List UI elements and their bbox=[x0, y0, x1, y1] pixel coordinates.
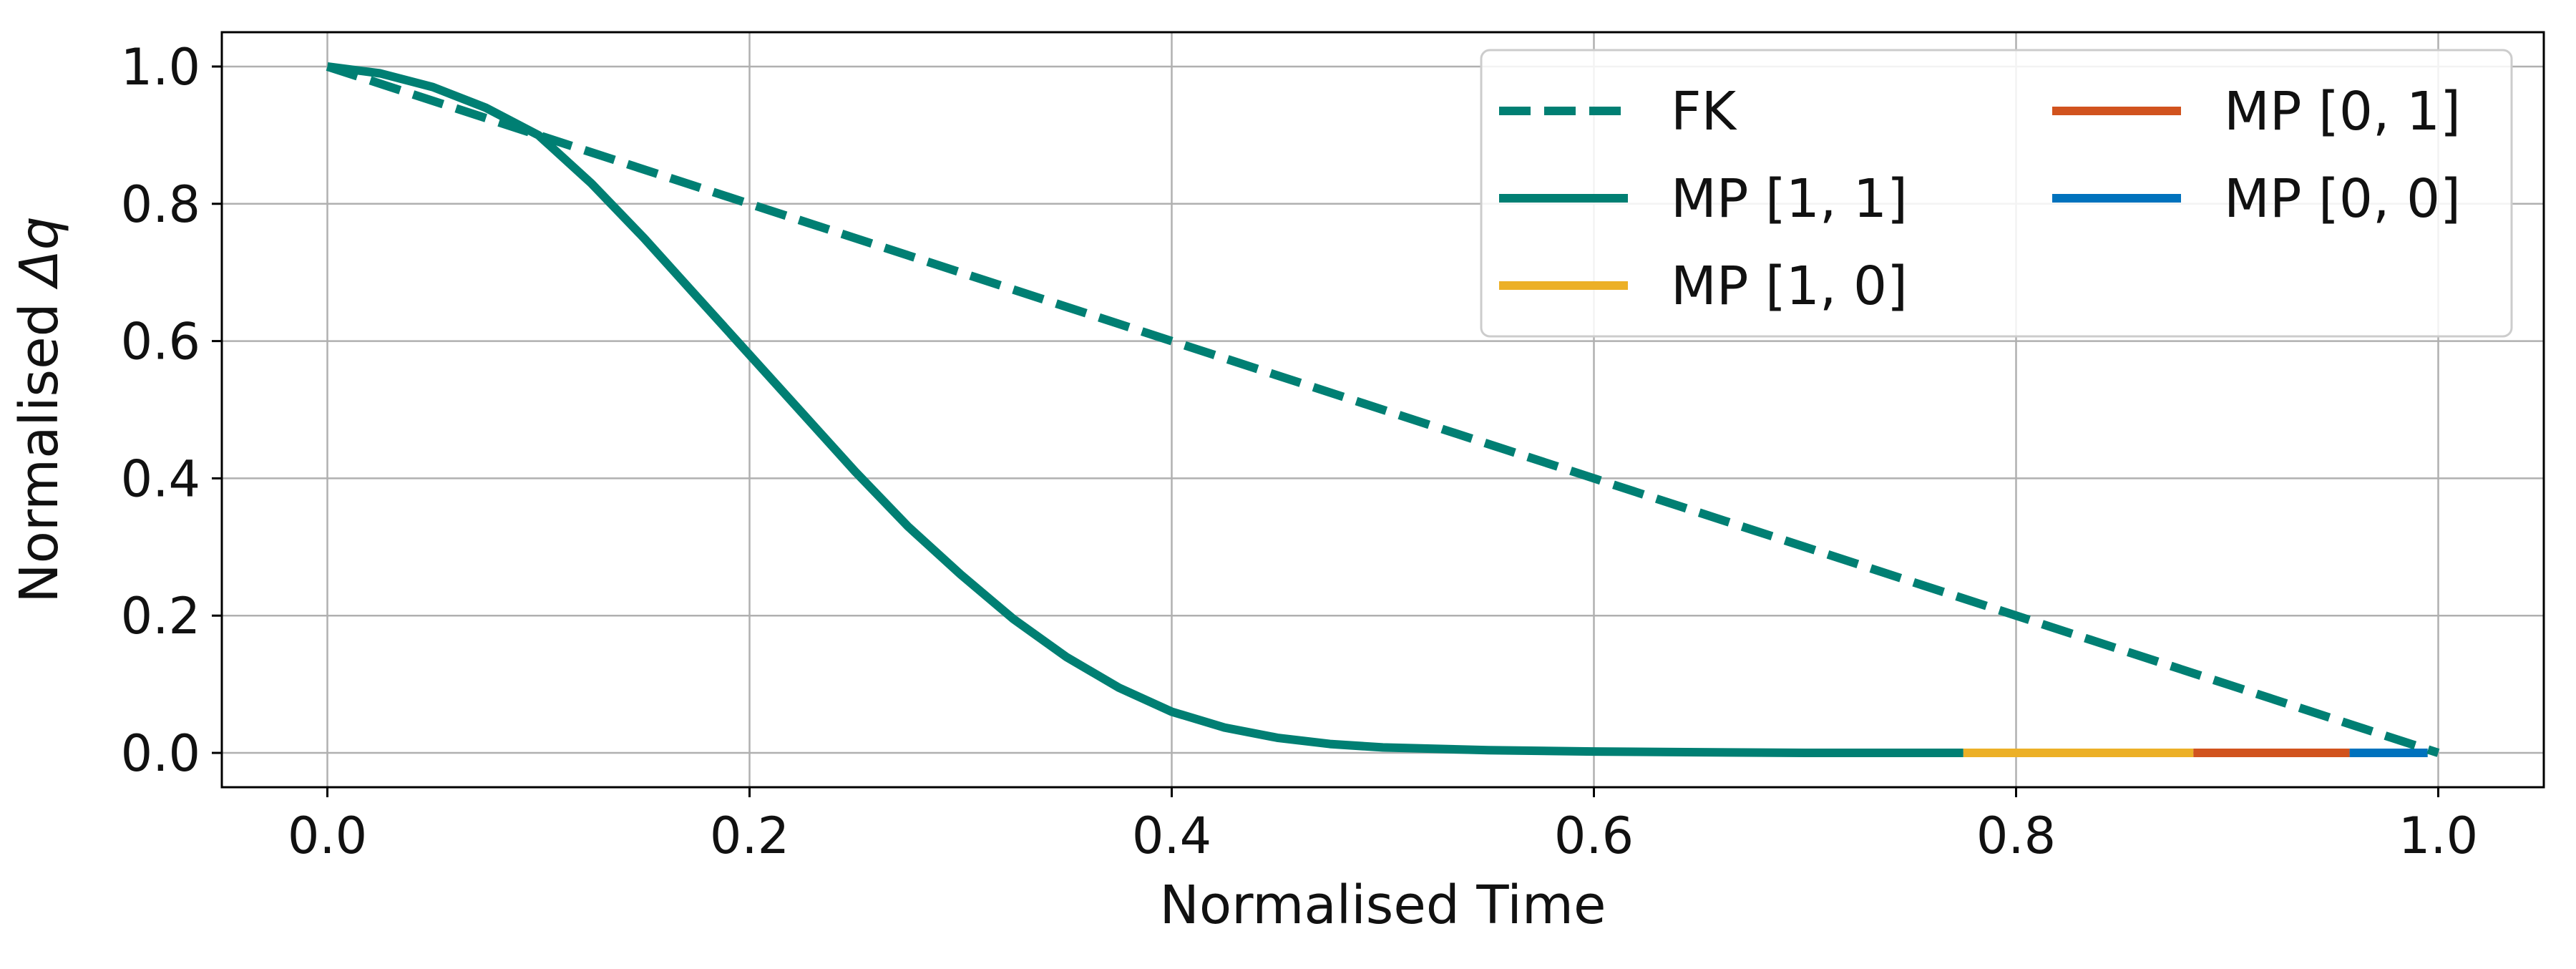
legend-label: MP [1, 1] bbox=[1671, 168, 1908, 230]
y-tick-label: 0.2 bbox=[121, 587, 200, 646]
series-lines bbox=[326, 62, 2440, 757]
y-axis-label-prefix: Normalised bbox=[9, 286, 70, 603]
x-tick-label: 0.6 bbox=[1554, 807, 1634, 865]
series-line-fk bbox=[326, 62, 2440, 757]
y-tick-label: 1.0 bbox=[121, 38, 200, 97]
x-tick-label: 1.0 bbox=[2399, 807, 2478, 865]
y-tick-label: 0.6 bbox=[121, 313, 200, 371]
x-axis-label: Normalised Time bbox=[1160, 875, 1606, 936]
y-tick-label: 0.4 bbox=[121, 449, 200, 508]
series-line-mp-1-1 bbox=[326, 62, 1963, 757]
y-tick-label: 0.8 bbox=[121, 175, 200, 234]
y-axis-label-symbol: Δq bbox=[9, 216, 70, 290]
plot-frame bbox=[220, 31, 2545, 789]
y-tick-label: 0.0 bbox=[121, 724, 200, 783]
y-axis-label: Normalised Δq bbox=[9, 216, 70, 603]
legend-label: MP [1, 0] bbox=[1671, 255, 1908, 317]
legend-label: FK bbox=[1671, 81, 1738, 142]
axis-ticks: 0.0 0.2 0.4 0.6 0.8 1.0 0.0 0.2 0.4 0.6 0.8 1.0 bbox=[121, 38, 2478, 865]
x-tick-label: 0.2 bbox=[710, 807, 789, 865]
x-tick-label: 0.4 bbox=[1132, 807, 1211, 865]
legend-box bbox=[1480, 49, 2513, 338]
x-tick-label: 0.8 bbox=[1976, 807, 2056, 865]
legend: FK MP [1, 1] MP [1, 0] MP [0, 1] MP [0, 0] bbox=[1480, 49, 2513, 338]
legend-label: MP [0, 0] bbox=[2224, 168, 2461, 230]
legend-label: MP [0, 1] bbox=[2224, 81, 2461, 142]
x-tick-label: 0.0 bbox=[288, 807, 367, 865]
